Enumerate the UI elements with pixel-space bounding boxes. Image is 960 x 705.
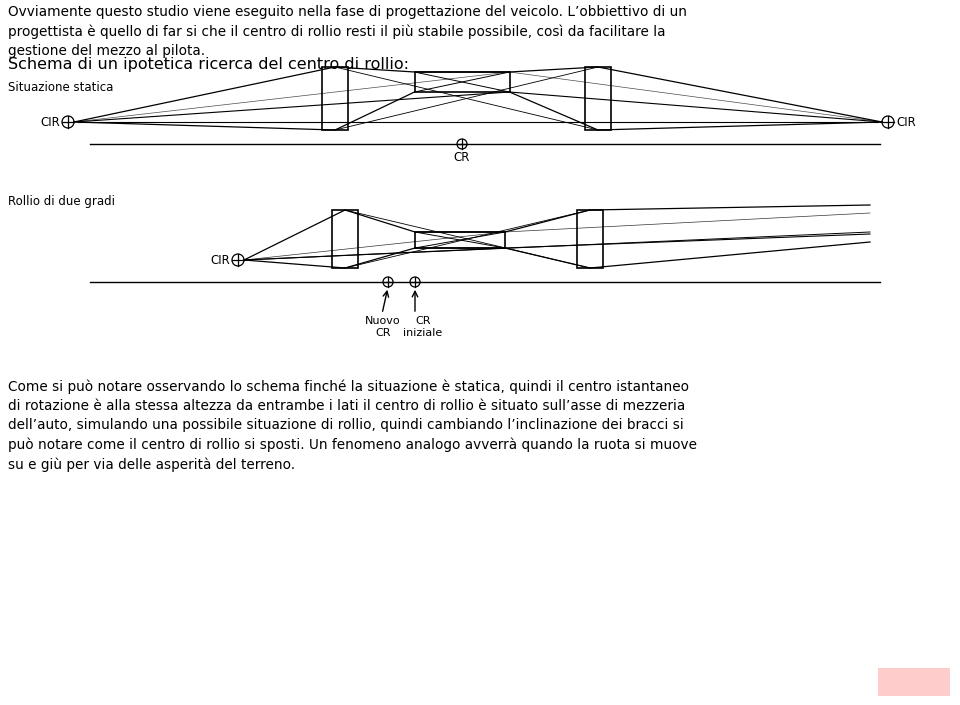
Text: Situazione statica: Situazione statica [8,81,113,94]
Bar [322,67,348,130]
Bar [577,210,603,268]
Text: CR: CR [454,151,470,164]
Text: CIR: CIR [896,116,916,128]
Bar [878,668,950,696]
Bar [415,232,505,248]
Bar [585,67,611,130]
Text: Ovviamente questo studio viene eseguito nella fase di progettazione del veicolo.: Ovviamente questo studio viene eseguito … [8,5,687,58]
Text: Schema di un ipotetica ricerca del centro di rollio:: Schema di un ipotetica ricerca del centr… [8,57,409,72]
Text: CIR: CIR [210,254,230,266]
Text: CIR: CIR [40,116,60,128]
Text: Nuovo
CR: Nuovo CR [365,316,401,338]
Bar [415,72,510,92]
Bar [332,210,358,268]
Text: CR
iniziale: CR iniziale [403,316,443,338]
Text: Rollio di due gradi: Rollio di due gradi [8,195,115,208]
Text: Come si può notare osservando lo schema finché la situazione è statica, quindi i: Come si può notare osservando lo schema … [8,380,697,472]
